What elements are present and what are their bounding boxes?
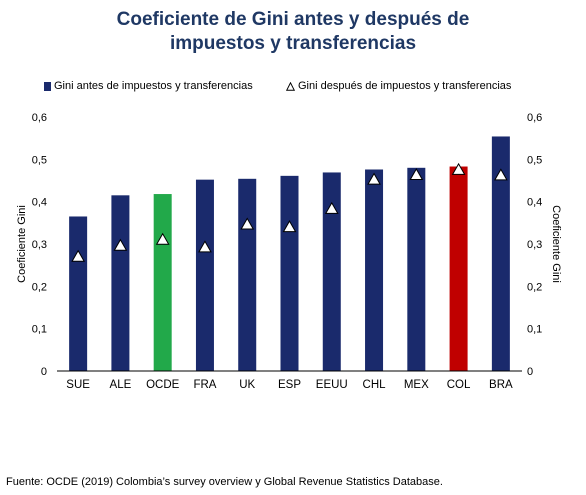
- x-tick-label: COL: [447, 379, 471, 391]
- legend-item-before: Gini antes de impuestos y transferencias: [44, 80, 253, 92]
- x-tick-label: EEUU: [316, 379, 348, 391]
- y-tick-label-right: 0,6: [527, 112, 542, 124]
- bar-col: [449, 166, 468, 371]
- x-tick-label: BRA: [489, 379, 513, 391]
- marker-ale: [113, 238, 128, 251]
- y-tick-label-right: 0,4: [527, 197, 542, 209]
- bar-bra: [491, 136, 510, 371]
- y-tick-label-right: 0,1: [527, 324, 542, 336]
- y-axis-label-left: Coeficiente Gini: [16, 205, 28, 283]
- bar-ale: [111, 195, 130, 371]
- marker-bra: [494, 168, 508, 181]
- bar-mex: [407, 167, 426, 371]
- marker-eeuu: [324, 201, 339, 214]
- marker-mex: [409, 167, 424, 180]
- marker-fra: [198, 240, 212, 253]
- x-tick-label: UK: [239, 379, 255, 391]
- marker-sue: [71, 249, 85, 262]
- marker-uk: [240, 217, 255, 230]
- marker-esp: [282, 220, 297, 233]
- legend-item-after: Gini después de impuestos y transferenci…: [286, 80, 511, 92]
- y-tick-label-right: 0: [527, 366, 533, 378]
- y-axis-label-right: Coeficiente Gini: [550, 205, 562, 283]
- marker-col: [451, 162, 466, 175]
- marker-chl: [367, 172, 381, 185]
- y-tick-label-left: 0,2: [32, 281, 47, 293]
- y-tick-label-left: 0,6: [32, 112, 47, 124]
- legend-swatch-before: [44, 81, 51, 91]
- bar-sue: [69, 216, 88, 371]
- x-tick-label: CHL: [363, 379, 387, 391]
- x-tick-label: MEX: [404, 379, 429, 391]
- chart-title: Coeficiente de Gini antes y después de i…: [0, 8, 586, 56]
- bar-fra: [195, 179, 214, 371]
- y-tick-label-left: 0,4: [32, 197, 47, 209]
- y-tick-label-left: 0,1: [32, 324, 47, 336]
- chart-legend: Gini antes de impuestos y transferencias…: [44, 80, 554, 96]
- y-tick-label-left: 0,3: [32, 239, 47, 251]
- bar-eeuu: [322, 172, 341, 371]
- y-tick-label-left: 0,5: [32, 154, 47, 166]
- x-tick-label: FRA: [193, 379, 216, 391]
- source-note: Fuente: OCDE (2019) Colombia’s survey ov…: [6, 476, 443, 488]
- bar-esp: [280, 175, 299, 371]
- bar-chl: [365, 169, 384, 371]
- legend-label-before: Gini antes de impuestos y transferencias: [54, 80, 253, 92]
- marker-ocde: [155, 232, 170, 245]
- x-tick-label: ESP: [278, 379, 301, 391]
- y-tick-label-right: 0,5: [527, 154, 542, 166]
- y-tick-label-right: 0,2: [527, 281, 542, 293]
- x-tick-label: ALE: [110, 379, 132, 391]
- triangle-marker-icon: [286, 81, 295, 91]
- chart-title-line-1: Coeficiente de Gini antes y después de: [116, 9, 470, 30]
- x-tick-label: OCDE: [146, 379, 180, 391]
- legend-label-after: Gini después de impuestos y transferenci…: [298, 80, 512, 92]
- y-tick-label-right: 0,3: [527, 239, 542, 251]
- x-tick-label: SUE: [66, 379, 90, 391]
- bar-uk: [238, 178, 257, 371]
- y-tick-label-left: 0: [41, 366, 47, 378]
- bar-ocde: [153, 194, 172, 371]
- chart-title-line-2: impuestos y transferencias: [169, 33, 417, 54]
